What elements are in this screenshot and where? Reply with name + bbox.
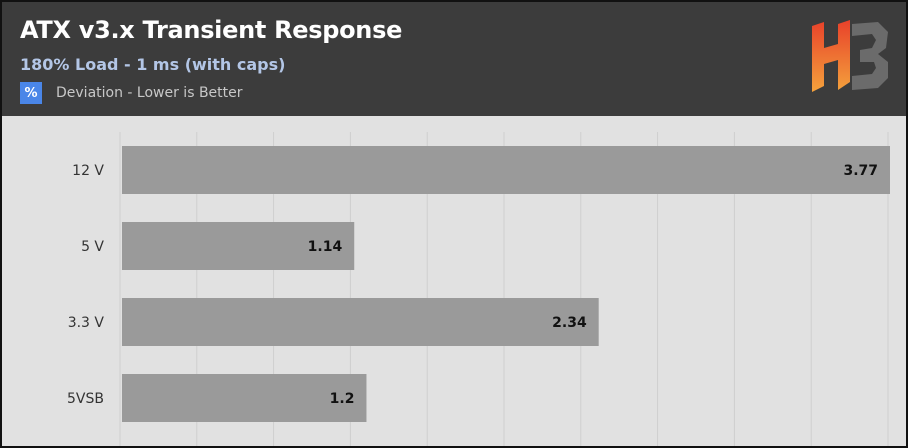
bar — [122, 374, 367, 422]
category-label: 5 V — [81, 239, 104, 255]
logo-b-shape — [852, 22, 888, 90]
hb-logo — [812, 20, 888, 92]
category-label: 5VSB — [67, 391, 104, 407]
category-label: 3.3 V — [68, 315, 105, 331]
category-label: 12 V — [72, 163, 104, 179]
bar — [122, 222, 355, 270]
chart-header: ATX v3.x Transient Response 180% Load - … — [2, 2, 906, 116]
legend-swatch: % — [20, 82, 42, 104]
chart-title: ATX v3.x Transient Response — [20, 16, 403, 44]
value-label: 1.14 — [308, 239, 343, 255]
value-label: 2.34 — [552, 315, 587, 331]
plot-area: 12 V 3.77 5 V 1.14 3.3 V 2.34 5VSB 1.2 — [67, 132, 890, 446]
value-label: 1.2 — [330, 391, 355, 407]
logo-h-shape — [812, 20, 850, 92]
value-label: 3.77 — [843, 163, 878, 179]
bar — [122, 298, 599, 346]
legend: % Deviation - Lower is Better — [20, 82, 243, 104]
bar — [122, 146, 890, 194]
chart-subtitle: 180% Load - 1 ms (with caps) — [20, 55, 286, 74]
legend-label: Deviation - Lower is Better — [56, 85, 243, 101]
